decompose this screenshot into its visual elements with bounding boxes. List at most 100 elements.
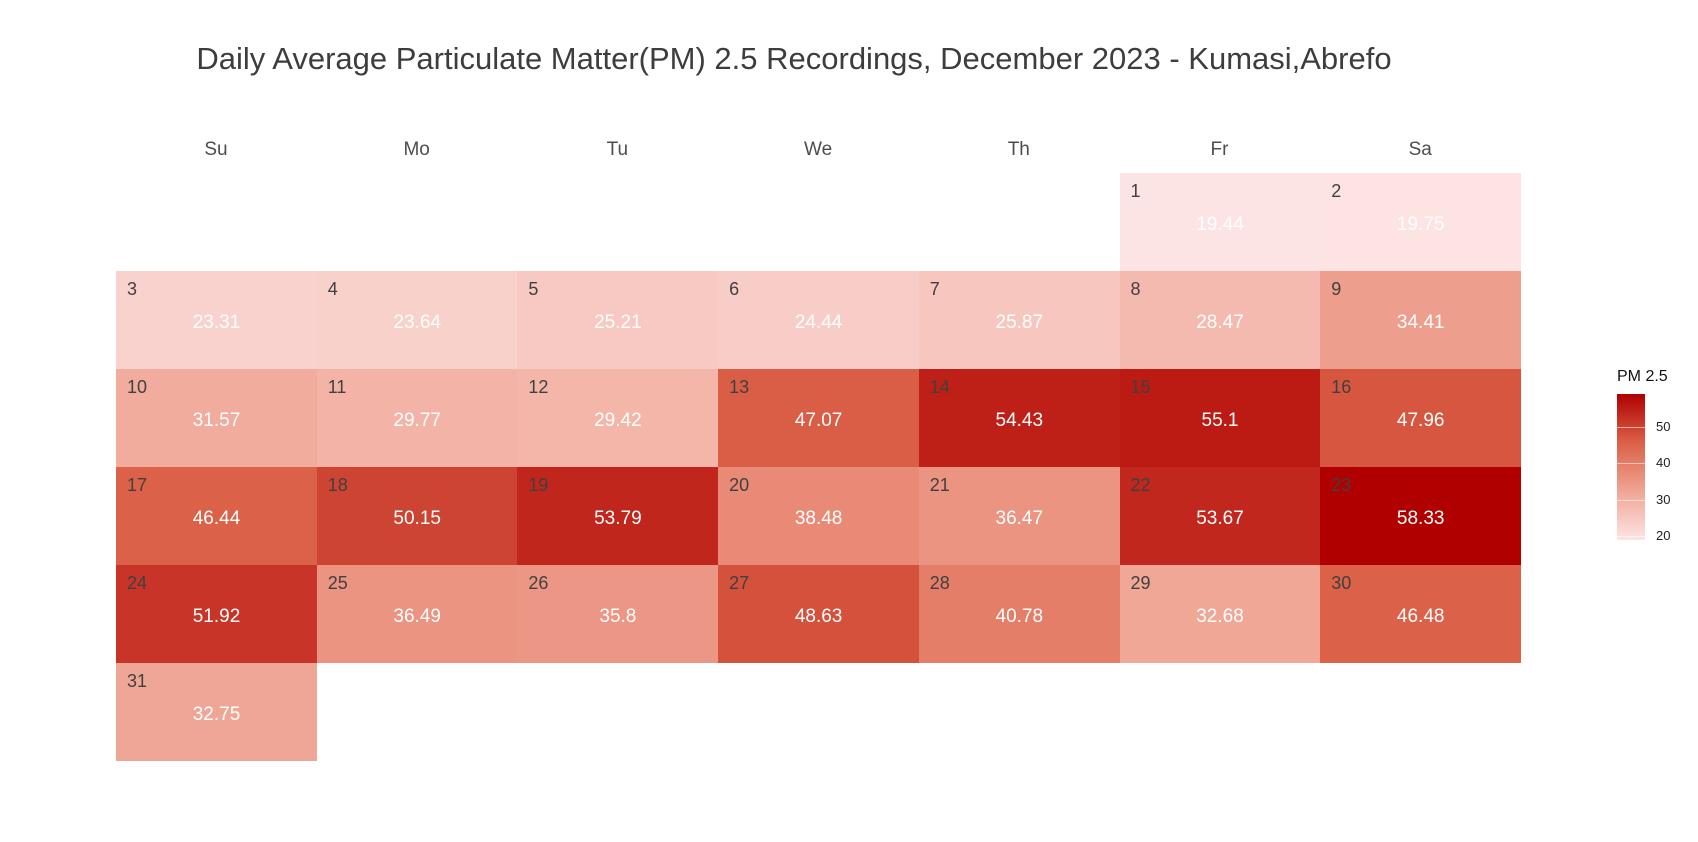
- legend-tick-label: 40: [1656, 455, 1671, 471]
- day-number: 18: [327, 475, 348, 495]
- day-number: 1: [1130, 181, 1141, 201]
- day-cell: 15 55.1: [1119, 369, 1321, 467]
- day-number: 11: [327, 377, 347, 397]
- day-value-label: 29.42: [594, 410, 642, 431]
- day-cell: 11 29.77: [316, 369, 518, 467]
- day-value-label: 19.75: [1396, 214, 1445, 235]
- day-number: 19: [528, 475, 549, 495]
- legend-tick-mark: [1617, 463, 1645, 465]
- day-value-label: 38.48: [794, 508, 843, 529]
- weekday-label: Th: [1007, 139, 1030, 160]
- day-number: 24: [127, 573, 148, 593]
- day-number: 28: [929, 573, 950, 593]
- day-value-label: 48.63: [794, 606, 843, 627]
- day-cell: 4 23.64: [316, 271, 518, 369]
- day-cell: 6 24.44: [718, 271, 920, 369]
- day-value-label: 28.47: [1196, 312, 1244, 333]
- day-number: 4: [327, 279, 338, 299]
- day-number: 5: [528, 279, 539, 299]
- day-number: 22: [1130, 475, 1151, 495]
- legend-tick-mark: [1617, 426, 1645, 428]
- day-number: 14: [929, 377, 950, 397]
- day-value-label: 50.15: [393, 508, 441, 529]
- day-cell: 28 40.78: [918, 565, 1120, 663]
- day-cell: 26 35.8: [517, 565, 719, 663]
- day-value-label: 46.48: [1396, 606, 1445, 627]
- day-number: 27: [729, 573, 750, 593]
- day-cell: 27 48.63: [718, 565, 920, 663]
- day-cell: 10 31.57: [116, 369, 317, 467]
- day-number: 23: [1331, 475, 1352, 495]
- day-number: 29: [1130, 573, 1151, 593]
- weekday-label: Su: [204, 139, 228, 160]
- day-value-label: 35.8: [599, 606, 637, 627]
- day-value-label: 40.78: [995, 606, 1044, 627]
- day-number: 15: [1130, 377, 1151, 397]
- day-number: 13: [729, 377, 750, 397]
- day-value-label: 34.41: [1396, 312, 1445, 333]
- day-value-label: 47.07: [794, 410, 843, 431]
- day-number: 31: [127, 671, 148, 691]
- legend-tick-mark: [1617, 536, 1645, 538]
- day-number: 25: [327, 573, 348, 593]
- day-value-label: 23.31: [192, 312, 241, 333]
- day-cell: 13 47.07: [718, 369, 920, 467]
- day-number: 20: [729, 475, 750, 495]
- day-cell: 24 51.92: [116, 565, 317, 663]
- day-cell: 19 53.79: [517, 467, 719, 565]
- day-cell: 2 19.75: [1320, 173, 1522, 271]
- day-cell: 16 47.96: [1320, 369, 1522, 467]
- day-value-label: 46.44: [192, 508, 241, 529]
- weekday-label: Fr: [1210, 139, 1229, 160]
- day-value-label: 29.77: [393, 410, 441, 431]
- day-number: 9: [1331, 279, 1342, 299]
- day-value-label: 36.49: [393, 606, 441, 627]
- day-number: 12: [528, 377, 549, 397]
- day-cell: 12 29.42: [517, 369, 719, 467]
- day-value-label: 25.87: [995, 312, 1044, 333]
- day-cell: 7 25.87: [918, 271, 1120, 369]
- day-value-label: 55.1: [1201, 410, 1239, 431]
- day-cell: 30 46.48: [1320, 565, 1522, 663]
- day-value-label: 58.33: [1396, 508, 1445, 529]
- legend-tick-mark: [1617, 499, 1645, 501]
- legend-color-bar: [1617, 394, 1645, 540]
- day-cell: 22 53.67: [1119, 467, 1321, 565]
- day-value-label: 51.92: [192, 606, 241, 627]
- day-number: 26: [528, 573, 549, 593]
- day-value-label: 23.64: [393, 312, 441, 333]
- legend-tick-label: 20: [1656, 528, 1671, 544]
- day-number: 30: [1331, 573, 1352, 593]
- day-cell: 5 25.21: [517, 271, 719, 369]
- day-cell: 9 34.41: [1320, 271, 1522, 369]
- day-number: 21: [929, 475, 950, 495]
- day-cell: 31 32.75: [116, 663, 317, 761]
- day-value-label: 25.21: [594, 312, 642, 333]
- day-number: 16: [1331, 377, 1352, 397]
- weekday-label: Mo: [403, 139, 430, 160]
- day-number: 17: [127, 475, 148, 495]
- day-value-label: 54.43: [995, 410, 1044, 431]
- weekday-label: Tu: [606, 139, 629, 160]
- day-value-label: 32.68: [1196, 606, 1244, 627]
- day-cell: 21 36.47: [918, 467, 1120, 565]
- weekday-label: Sa: [1408, 139, 1432, 160]
- day-value-label: 32.75: [192, 704, 241, 725]
- day-value-label: 53.79: [594, 508, 642, 529]
- day-cell: 1 19.44: [1119, 173, 1321, 271]
- day-cell: 23 58.33: [1320, 467, 1522, 565]
- day-number: 8: [1130, 279, 1141, 299]
- day-value-label: 47.96: [1396, 410, 1445, 431]
- day-number: 3: [127, 279, 138, 299]
- weekday-label: We: [804, 139, 833, 160]
- day-cell: 25 36.49: [316, 565, 518, 663]
- legend-title: PM 2.5: [1617, 368, 1668, 385]
- day-cell: 29 32.68: [1119, 565, 1321, 663]
- day-value-label: 19.44: [1196, 214, 1244, 235]
- day-cell: 3 23.31: [116, 271, 317, 369]
- day-cell: 8 28.47: [1119, 271, 1321, 369]
- day-cell: 20 38.48: [718, 467, 920, 565]
- day-value-label: 31.57: [192, 410, 241, 431]
- day-value-label: 24.44: [794, 312, 843, 333]
- legend-tick-label: 50: [1656, 418, 1671, 434]
